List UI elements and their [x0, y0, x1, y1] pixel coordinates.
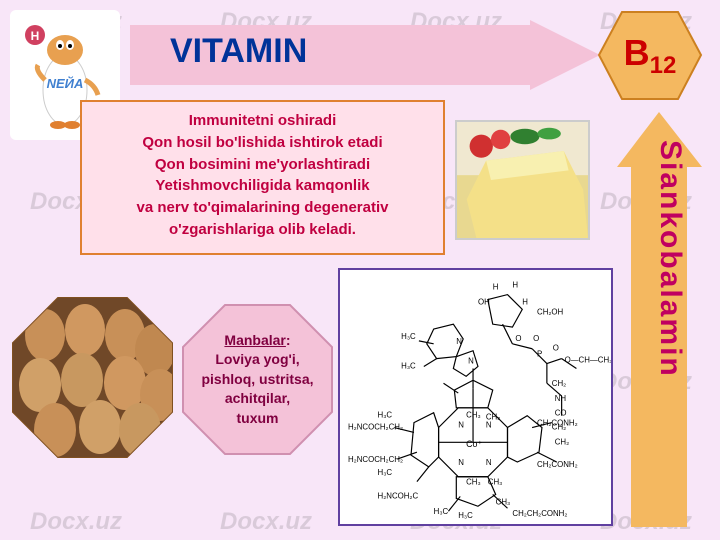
source-line: tuxum	[237, 410, 279, 426]
svg-text:CH₂CONH₂: CH₂CONH₂	[537, 460, 578, 469]
sources-colon: :	[286, 332, 291, 348]
svg-text:Н: Н	[31, 29, 40, 43]
svg-text:P: P	[537, 350, 542, 359]
svg-text:CH₂CH₂CONH₂: CH₂CH₂CONH₂	[512, 509, 567, 518]
watermark: Docx.uz	[220, 508, 312, 536]
svg-text:CH₂CONH₂: CH₂CONH₂	[537, 419, 578, 428]
svg-text:CH₃: CH₃	[496, 497, 511, 506]
watermark: Docx.uz	[30, 508, 122, 536]
svg-text:H₃C: H₃C	[401, 361, 416, 370]
svg-text:CH₃: CH₃	[486, 413, 501, 422]
svg-text:Co⁺: Co⁺	[466, 439, 482, 449]
svg-text:CH₃: CH₃	[466, 478, 481, 487]
svg-text:H: H	[493, 283, 499, 292]
svg-text:H₃C: H₃C	[378, 468, 393, 477]
source-line: achitqilar,	[225, 390, 290, 406]
svg-text:N: N	[458, 421, 464, 430]
svg-text:H₂NCOCH₂CH₂: H₂NCOCH₂CH₂	[348, 422, 403, 431]
source-line: pishloq, ustritsa,	[201, 371, 313, 387]
description-line: o'zgarishlariga olib keladi.	[90, 219, 435, 241]
svg-text:O—CH—CH₃: O—CH—CH₃	[565, 356, 611, 365]
svg-text:H₃C: H₃C	[401, 332, 416, 341]
description-line: va nerv to'qimalarining degenerativ	[90, 197, 435, 219]
svg-text:NEЙA: NEЙA	[47, 75, 84, 91]
svg-text:OH: OH	[478, 297, 490, 306]
chemical-structure: HH OHH CH₂OH OO PO O—CH—CH₃ CH₂ NH CO CH…	[338, 268, 613, 526]
description-line: Qon bosimini me'yorlashtiradi	[90, 154, 435, 176]
description-box: Immunitetni oshiradiQon hosil bo'lishida…	[80, 100, 445, 255]
svg-text:NH: NH	[555, 394, 567, 403]
svg-text:CH₂: CH₂	[552, 379, 566, 388]
sources-text: Manbalar: Loviya yog'i, pishloq, ustritsa…	[193, 331, 323, 429]
title-arrow: VITAMIN	[130, 20, 600, 90]
title-text: VITAMIN	[170, 32, 307, 71]
svg-text:O: O	[533, 334, 539, 343]
svg-text:H: H	[522, 297, 528, 306]
description-line: Qon hosil bo'lishida ishtirok etadi	[90, 132, 435, 154]
svg-text:N: N	[456, 337, 462, 346]
source-line: Loviya yog'i,	[215, 351, 299, 367]
svg-text:O: O	[553, 344, 559, 353]
svg-text:H₃C: H₃C	[378, 411, 393, 420]
svg-text:N: N	[458, 458, 464, 467]
svg-text:O: O	[515, 334, 521, 343]
svg-text:N: N	[486, 458, 492, 467]
svg-text:H: H	[512, 281, 518, 290]
svg-text:CH₃: CH₃	[466, 411, 481, 420]
svg-text:H₂NCOCH₂CH₂: H₂NCOCH₂CH₂	[348, 455, 403, 464]
svg-text:CH₂: CH₂	[555, 437, 569, 446]
vertical-name: Siankobalamin	[653, 140, 687, 378]
description-line: Yetishmovchiligida kamqonlik	[90, 175, 435, 197]
cheese-image	[455, 120, 590, 240]
vitamin-subscript: 12	[650, 52, 677, 79]
description-line: Immunitetni oshiradi	[90, 110, 435, 132]
svg-text:CH₂OH: CH₂OH	[537, 307, 564, 316]
vitamin-label: B12	[624, 31, 677, 79]
vitamin-symbol: B	[624, 31, 650, 72]
sources-heading: Manbalar	[224, 332, 285, 348]
svg-text:H₃C: H₃C	[458, 511, 473, 520]
svg-text:N: N	[468, 357, 474, 366]
vitamin-hexagon: B12	[595, 8, 705, 103]
svg-text:N: N	[486, 421, 492, 430]
svg-text:H₂NCOH₂C: H₂NCOH₂C	[378, 491, 419, 500]
svg-text:H₃C: H₃C	[434, 507, 449, 516]
svg-text:CH₃: CH₃	[488, 478, 503, 487]
svg-text:CO: CO	[555, 409, 567, 418]
sources-box: Manbalar: Loviya yog'i, pishloq, ustritsa…	[180, 302, 335, 457]
eggs-image	[10, 295, 175, 460]
